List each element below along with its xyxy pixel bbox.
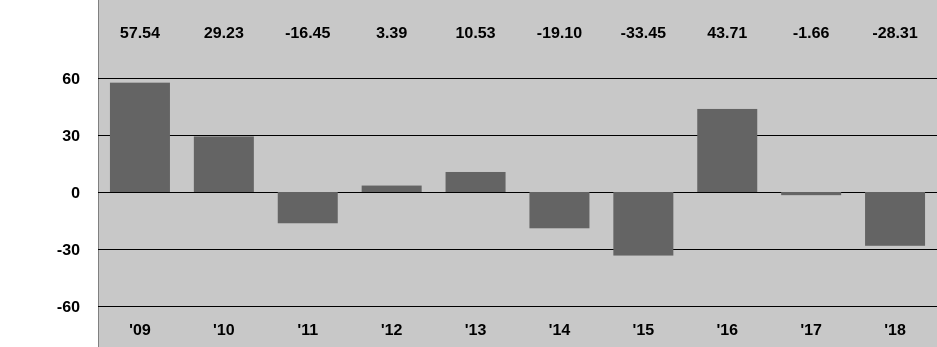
bar (277, 192, 338, 224)
bar (445, 171, 506, 192)
value-label: -28.31 (872, 25, 917, 42)
y-tick-label: -30 (57, 242, 80, 259)
value-labels: 57.54 29.23 -16.45 3.39 10.53 -19.10 -33.45 43.… (120, 25, 918, 42)
value-label: 29.23 (204, 25, 244, 42)
x-tick-label: '18 (884, 322, 906, 339)
value-label: 3.39 (376, 25, 407, 42)
x-tick-label: '13 (465, 322, 487, 339)
x-axis-tick-labels: '09 '10 '11 '12 '13 '14 '15 '16 '17 '18 (129, 322, 906, 339)
y-tick-label: -60 (57, 299, 80, 316)
x-tick-label: '12 (381, 322, 403, 339)
value-label: -1.66 (793, 25, 830, 42)
value-label: -19.10 (537, 25, 582, 42)
bar (361, 185, 422, 192)
value-label: 57.54 (120, 25, 160, 42)
bars (109, 82, 926, 256)
x-tick-label: '09 (129, 322, 151, 339)
value-label: 10.53 (456, 25, 496, 42)
x-tick-label: '15 (633, 322, 655, 339)
y-tick-label: 30 (62, 128, 80, 145)
value-label: -16.45 (285, 25, 330, 42)
gridlines (98, 78, 937, 307)
bar (781, 192, 842, 196)
x-tick-label: '10 (213, 322, 235, 339)
bar (697, 108, 758, 192)
y-tick-label: 60 (62, 71, 80, 88)
bar (529, 192, 590, 229)
y-tick-label: 0 (71, 185, 80, 202)
x-tick-label: '14 (549, 322, 571, 339)
x-tick-label: '11 (297, 322, 318, 339)
bar (109, 82, 170, 192)
bar (865, 192, 926, 246)
x-tick-label: '16 (716, 322, 738, 339)
y-axis-tick-labels: 60 30 0 -30 -60 (57, 71, 80, 316)
x-tick-label: '17 (800, 322, 822, 339)
bar (193, 136, 254, 192)
bar (613, 192, 674, 256)
value-label: -33.45 (621, 25, 666, 42)
value-label: 43.71 (707, 25, 747, 42)
